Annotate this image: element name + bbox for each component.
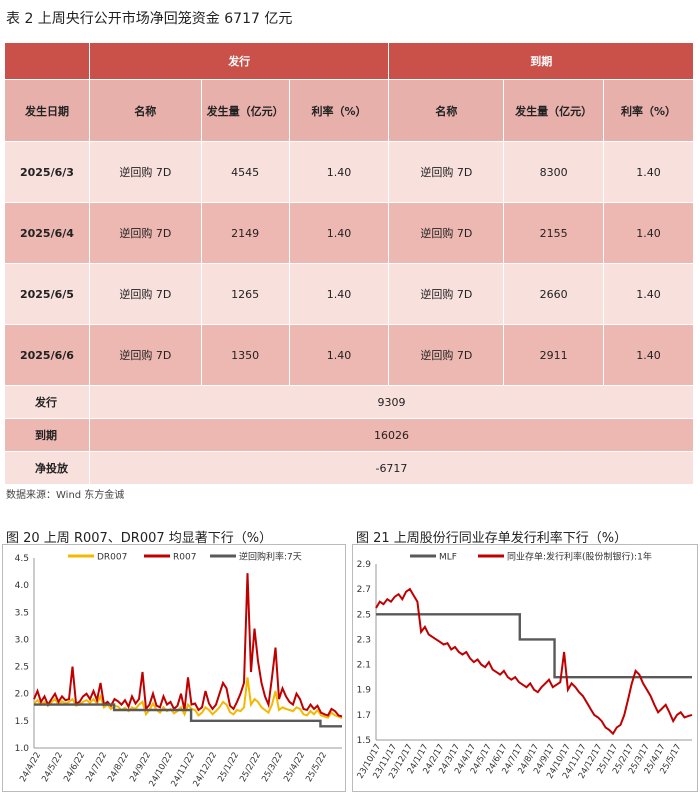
maturity-rate-cell: 1.40 (603, 202, 694, 264)
issue-name-cell: 逆回购 7D (88, 202, 202, 264)
series-line (34, 703, 342, 728)
summary-label: 净投放 (4, 451, 90, 485)
y-tick-label: 3.0 (15, 635, 30, 645)
legend-label: R007 (173, 553, 196, 563)
issue-amount-cell: 4545 (200, 141, 290, 203)
table-row: 2025/6/6 逆回购 7D 1350 1.40 逆回购 7D 2911 1.… (4, 324, 694, 386)
y-tick-label: 2.0 (15, 690, 30, 700)
chart-frame (2, 544, 346, 792)
omo-table: 发行 到期 发生日期 名称 发生量（亿元） 利率（%） 名称 发生量（亿元） 利… (4, 42, 695, 485)
y-tick-label: 4.0 (15, 581, 30, 591)
col-header: 发生量（亿元） (200, 79, 290, 142)
legend-label: 同业存单:发行利率(股份制银行):1年 (507, 551, 652, 563)
col-header: 利率（%） (288, 79, 390, 142)
table-row: 2025/6/4 逆回购 7D 2149 1.40 逆回购 7D 2155 1.… (4, 202, 694, 264)
legend-label: DR007 (97, 553, 127, 563)
date-cell: 2025/6/3 (4, 141, 90, 203)
date-cell: 2025/6/5 (4, 263, 90, 325)
legend-label: 逆回购利率:7天 (239, 551, 302, 563)
series-line (33, 573, 343, 718)
y-tick-label: 1.0 (15, 744, 30, 754)
ncd-rate-chart: 2.92.72.52.32.11.91.71.523/10/1723/11/17… (352, 544, 698, 792)
summary-label: 发行 (4, 385, 90, 419)
summary-value: -6717 (88, 451, 695, 485)
y-tick-label: 2.3 (357, 635, 371, 645)
date-cell: 2025/6/6 (4, 324, 90, 386)
maturity-amount-cell: 2660 (503, 263, 605, 325)
summary-value: 9309 (88, 385, 695, 419)
col-header: 发生日期 (4, 79, 90, 142)
col-header: 发生量（亿元） (503, 79, 605, 142)
issue-rate-cell: 1.40 (288, 263, 390, 325)
maturity-name-cell: 逆回购 7D (388, 324, 505, 386)
y-tick-label: 2.1 (357, 661, 371, 671)
table-row: 2025/6/3 逆回购 7D 4545 1.40 逆回购 7D 8300 1.… (4, 141, 694, 203)
y-tick-label: 1.5 (15, 717, 29, 727)
summary-label: 到期 (4, 418, 90, 452)
maturity-amount-cell: 2911 (503, 324, 605, 386)
table-title: 表 2 上周央行公开市场净回笼资金 6717 亿元 (6, 11, 293, 27)
y-tick-label: 2.5 (15, 663, 29, 673)
maturity-name-cell: 逆回购 7D (388, 202, 505, 264)
col-header: 名称 (88, 79, 202, 142)
y-tick-label: 4.5 (15, 554, 29, 564)
y-tick-label: 3.5 (15, 608, 29, 618)
issue-rate-cell: 1.40 (288, 202, 390, 264)
chart-title-21: 图 21 上周股份行同业存单发行利率下行（%） (356, 531, 628, 546)
issue-amount-cell: 2149 (200, 202, 290, 264)
summary-value: 16026 (88, 418, 695, 452)
data-source: 数据来源：Wind 东方金诚 (6, 490, 125, 501)
maturity-amount-cell: 8300 (503, 141, 605, 203)
x-tick-label: 25/5/22 (304, 751, 329, 784)
table-row: 2025/6/5 逆回购 7D 1265 1.40 逆回购 7D 2660 1.… (4, 263, 694, 325)
repo-rate-chart: 4.54.03.53.02.52.01.51.024/4/2224/5/2224… (2, 544, 346, 792)
maturity-name-cell: 逆回购 7D (388, 263, 505, 325)
y-tick-label: 2.9 (357, 560, 372, 570)
col-header: 利率（%） (603, 79, 694, 142)
maturity-rate-cell: 1.40 (603, 141, 694, 203)
legend-label: MLF (439, 553, 457, 563)
summary-row: 到期 16026 (4, 418, 695, 452)
summary-row: 发行 9309 (4, 385, 695, 419)
maturity-name-cell: 逆回购 7D (388, 141, 505, 203)
y-tick-label: 2.5 (357, 610, 371, 620)
y-tick-label: 1.7 (357, 711, 371, 721)
issue-name-cell: 逆回购 7D (88, 141, 202, 203)
summary-row: 净投放 -6717 (4, 451, 695, 485)
issue-rate-cell: 1.40 (288, 141, 390, 203)
issue-amount-cell: 1265 (200, 263, 290, 325)
y-tick-label: 2.7 (357, 585, 371, 595)
issue-rate-cell: 1.40 (288, 324, 390, 386)
date-cell: 2025/6/4 (4, 202, 90, 264)
issue-name-cell: 逆回购 7D (88, 263, 202, 325)
y-tick-label: 1.9 (357, 686, 372, 696)
maturity-rate-cell: 1.40 (603, 263, 694, 325)
series-line (376, 613, 692, 679)
chart-frame (352, 544, 698, 792)
group-header-issue: 发行 (88, 42, 390, 80)
issue-amount-cell: 1350 (200, 324, 290, 386)
maturity-rate-cell: 1.40 (603, 324, 694, 386)
series-line (33, 677, 343, 720)
group-header-maturity: 到期 (388, 42, 694, 80)
col-header: 名称 (388, 79, 505, 142)
maturity-amount-cell: 2155 (503, 202, 605, 264)
chart-title-20: 图 20 上周 R007、DR007 均显著下行（%） (6, 531, 273, 546)
series-line (375, 587, 693, 736)
issue-name-cell: 逆回购 7D (88, 324, 202, 386)
y-tick-label: 1.5 (357, 736, 371, 746)
